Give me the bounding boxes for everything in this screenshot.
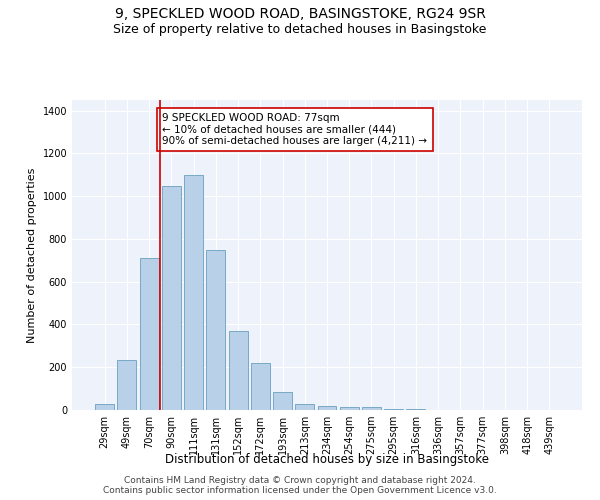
Bar [384,409,403,410]
Text: 9, SPECKLED WOOD ROAD, BASINGSTOKE, RG24 9SR: 9, SPECKLED WOOD ROAD, BASINGSTOKE, RG24… [115,8,485,22]
Text: Contains HM Land Registry data © Crown copyright and database right 2024.
Contai: Contains HM Land Registry data © Crown c… [103,476,497,495]
Bar [206,250,225,410]
Bar [140,258,158,410]
Bar [362,408,381,410]
Bar [162,186,181,410]
Bar [295,404,314,410]
Bar [229,331,248,410]
Y-axis label: Number of detached properties: Number of detached properties [27,168,37,342]
Bar [340,407,359,410]
Bar [317,406,337,410]
Bar [118,360,136,410]
Bar [184,175,203,410]
Bar [251,363,270,410]
Text: Size of property relative to detached houses in Basingstoke: Size of property relative to detached ho… [113,22,487,36]
Text: Distribution of detached houses by size in Basingstoke: Distribution of detached houses by size … [165,452,489,466]
Text: 9 SPECKLED WOOD ROAD: 77sqm
← 10% of detached houses are smaller (444)
90% of se: 9 SPECKLED WOOD ROAD: 77sqm ← 10% of det… [163,113,427,146]
Bar [95,404,114,410]
Bar [273,392,292,410]
